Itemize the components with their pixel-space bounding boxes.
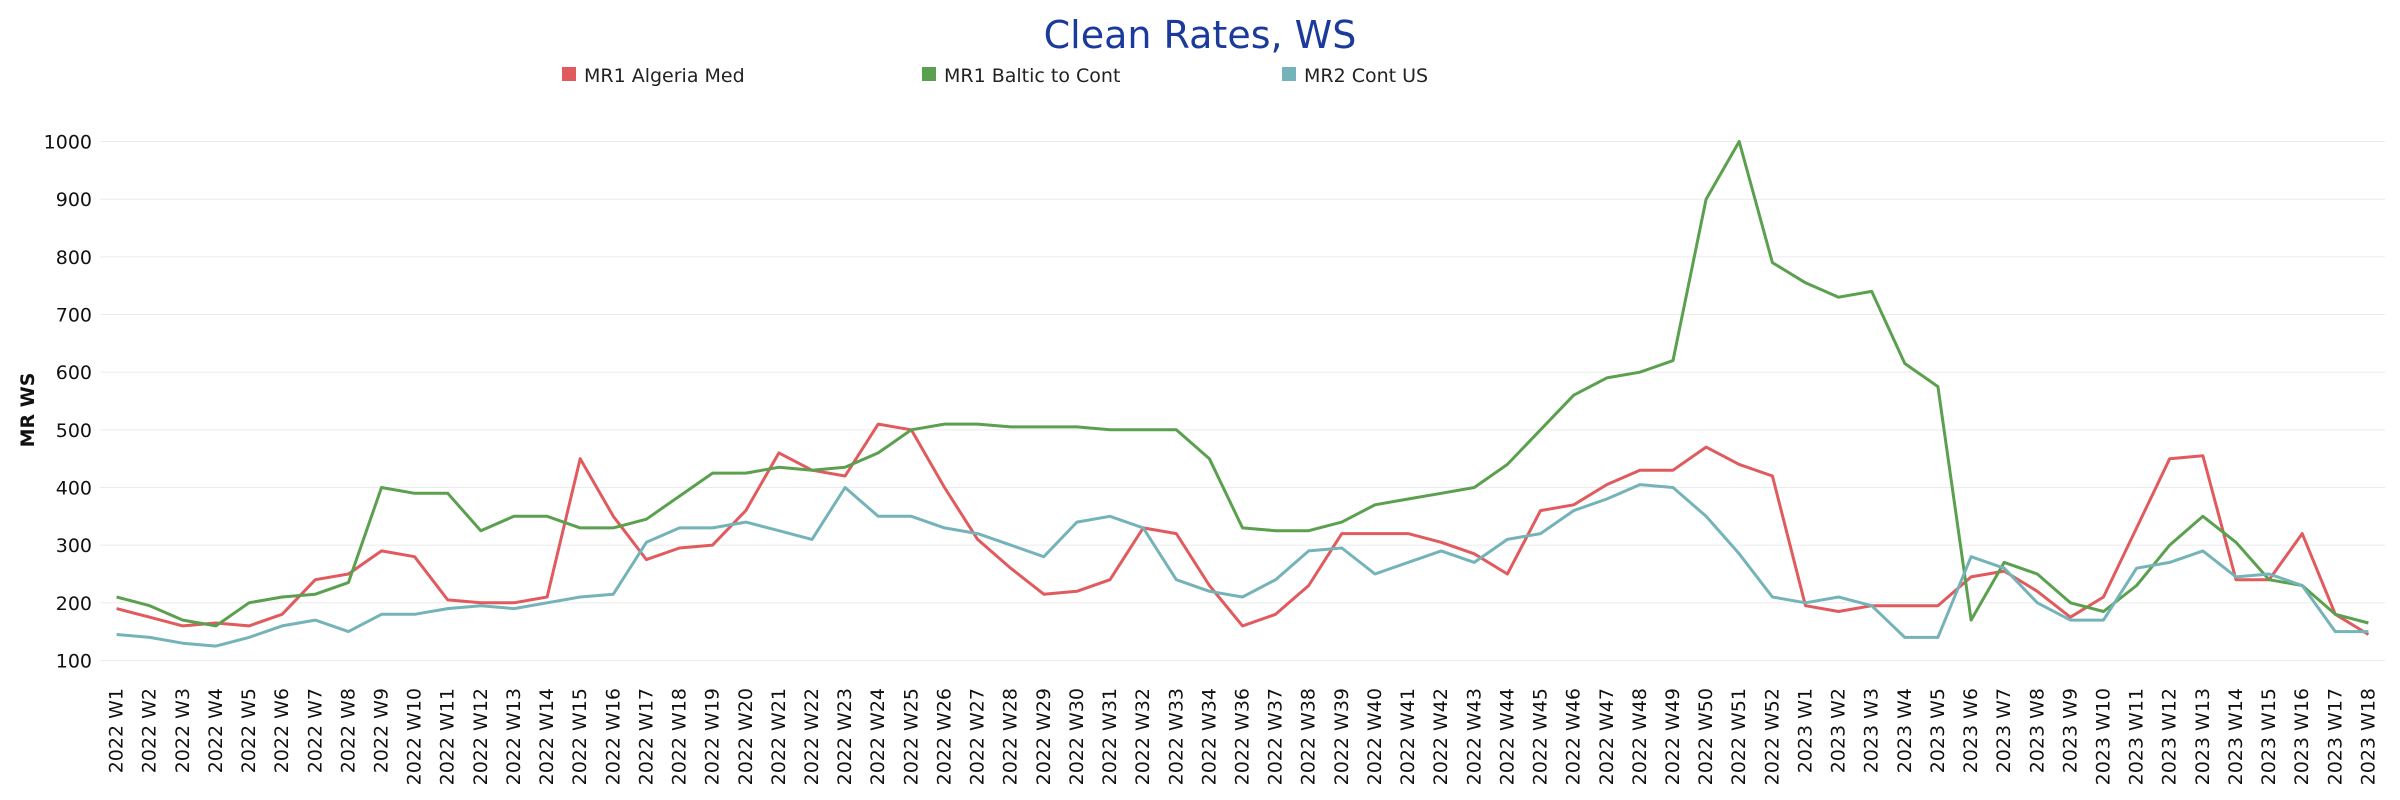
chart-title: Clean Rates, WS	[1044, 13, 1357, 57]
legend-label-baltic: MR1 Baltic to Cont	[944, 65, 1120, 87]
y-tick-label: 900	[56, 189, 92, 211]
x-tick-label: 2023 W11	[2126, 688, 2148, 785]
x-tick-label: 2022 W3	[172, 688, 194, 773]
x-tick-label: 2022 W37	[1265, 688, 1287, 785]
x-tick-label: 2022 W51	[1728, 688, 1750, 785]
series-line-2	[116, 483, 2369, 648]
legend-swatch-algeria	[562, 67, 576, 81]
x-tick-label: 2022 W4	[205, 688, 227, 773]
x-tick-label: 2022 W30	[1066, 688, 1088, 785]
x-tick-label: 2023 W6	[1960, 688, 1982, 773]
x-tick-label: 2022 W34	[1198, 688, 1220, 785]
y-axis-label: MR WS	[17, 373, 39, 448]
x-tick-label: 2022 W48	[1629, 688, 1651, 785]
x-tick-label: 2023 W12	[2159, 688, 2181, 785]
legend: MR1 Algeria Med MR1 Baltic to Cont MR2 C…	[562, 65, 1428, 87]
x-tick-label: 2022 W47	[1596, 688, 1618, 785]
x-tick-label: 2022 W5	[238, 688, 260, 773]
legend-label-cont-us: MR2 Cont US	[1304, 65, 1428, 87]
series-lines	[116, 140, 2370, 648]
x-tick-label: 2022 W33	[1165, 688, 1187, 785]
x-tick-label: 2022 W24	[867, 688, 889, 785]
x-tick-label: 2022 W32	[1132, 688, 1154, 785]
x-tick-label: 2023 W3	[1861, 688, 1883, 773]
x-tick-label: 2023 W10	[2093, 688, 2115, 785]
x-tick-label: 2022 W14	[536, 688, 558, 785]
x-tick-label: 2022 W8	[337, 688, 359, 773]
x-tick-label: 2023 W18	[2357, 688, 2379, 785]
x-tick-label: 2022 W43	[1463, 688, 1485, 785]
x-tick-label: 2022 W38	[1298, 688, 1320, 785]
y-tick-label: 200	[56, 593, 92, 615]
grid	[100, 141, 2385, 661]
y-tick-label: 100	[56, 650, 92, 672]
x-tick-label: 2022 W27	[967, 688, 989, 785]
x-tick-label: 2022 W36	[1232, 688, 1254, 785]
x-tick-label: 2022 W18	[669, 688, 691, 785]
x-tick-label: 2022 W50	[1695, 688, 1717, 785]
x-tick-label: 2022 W2	[139, 688, 161, 773]
x-tick-label: 2022 W23	[834, 688, 856, 785]
x-tick-label: 2022 W13	[503, 688, 525, 785]
x-tick-label: 2022 W6	[271, 688, 293, 773]
y-axis-ticks: 100 200 300 400 500 600 700 800 900 1000	[44, 132, 92, 673]
x-tick-label: 2022 W15	[569, 688, 591, 785]
x-tick-label: 2023 W9	[2059, 688, 2081, 773]
x-tick-label: 2022 W45	[1530, 688, 1552, 785]
x-tick-label: 2023 W4	[1894, 688, 1916, 773]
x-tick-label: 2022 W11	[437, 688, 459, 785]
x-tick-label: 2023 W14	[2225, 688, 2247, 785]
x-tick-label: 2022 W49	[1662, 688, 1684, 785]
y-tick-label: 500	[56, 420, 92, 442]
x-tick-label: 2022 W26	[933, 688, 955, 785]
y-tick-label: 800	[56, 247, 92, 269]
x-axis-ticks: 2022 W1 2022 W2 2022 W3 2022 W4 2022 W5 2022 …	[106, 688, 2380, 785]
x-tick-label: 2023 W7	[1993, 688, 2015, 773]
y-tick-label: 600	[56, 362, 92, 384]
legend-swatch-cont-us	[1282, 67, 1296, 81]
x-tick-label: 2022 W31	[1099, 688, 1121, 785]
x-tick-label: 2022 W9	[370, 688, 392, 773]
x-tick-label: 2023 W15	[2258, 688, 2280, 785]
y-tick-label: 700	[56, 305, 92, 327]
x-tick-label: 2022 W46	[1563, 688, 1585, 785]
x-tick-label: 2022 W17	[635, 688, 657, 785]
legend-swatch-baltic	[922, 67, 936, 81]
series-line-0	[116, 422, 2370, 636]
x-tick-label: 2022 W12	[470, 688, 492, 785]
x-tick-label: 2023 W13	[2192, 688, 2214, 785]
x-tick-label: 2023 W17	[2324, 688, 2346, 785]
x-tick-label: 2023 W2	[1828, 688, 1850, 773]
x-tick-label: 2022 W41	[1397, 688, 1419, 785]
x-tick-label: 2022 W20	[735, 688, 757, 785]
x-tick-label: 2023 W5	[1927, 688, 1949, 773]
x-tick-label: 2022 W21	[768, 688, 790, 785]
x-tick-label: 2023 W8	[2026, 688, 2048, 773]
x-tick-label: 2022 W44	[1496, 688, 1518, 785]
x-tick-label: 2022 W22	[801, 688, 823, 785]
x-tick-label: 2022 W40	[1364, 688, 1386, 785]
x-tick-label: 2023 W16	[2291, 688, 2313, 785]
x-tick-label: 2022 W7	[304, 688, 326, 773]
x-tick-label: 2022 W1	[106, 688, 128, 773]
x-tick-label: 2022 W19	[702, 688, 724, 785]
x-tick-label: 2022 W52	[1761, 688, 1783, 785]
x-tick-label: 2022 W42	[1430, 688, 1452, 785]
y-tick-label: 400	[56, 477, 92, 499]
x-tick-label: 2022 W25	[900, 688, 922, 785]
y-tick-label: 1000	[44, 132, 92, 154]
legend-label-algeria: MR1 Algeria Med	[584, 65, 745, 87]
x-tick-label: 2022 W10	[404, 688, 426, 785]
x-tick-label: 2022 W28	[1000, 688, 1022, 785]
x-tick-label: 2023 W1	[1794, 688, 1816, 773]
series-line-1	[116, 140, 2369, 628]
x-tick-label: 2022 W39	[1331, 688, 1353, 785]
x-tick-label: 2022 W16	[602, 688, 624, 785]
y-tick-label: 300	[56, 535, 92, 557]
x-tick-label: 2022 W29	[1033, 688, 1055, 785]
